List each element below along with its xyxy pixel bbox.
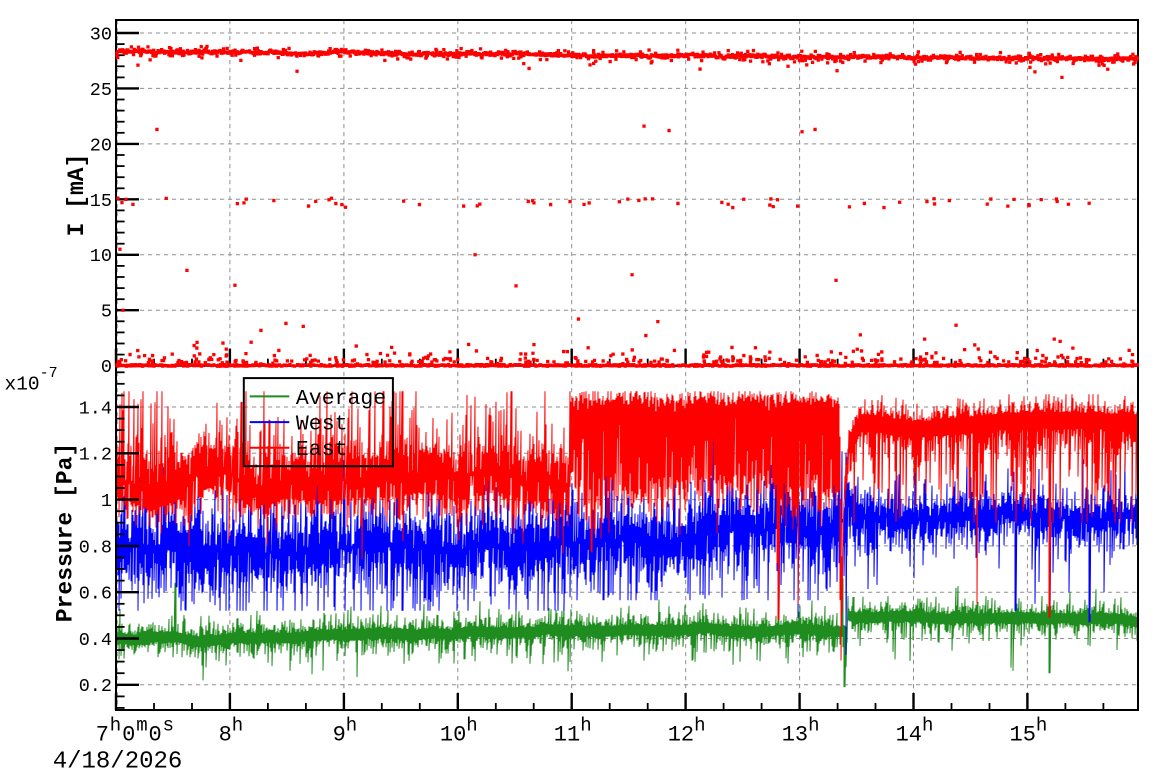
svg-text:0.4: 0.4 — [79, 630, 112, 651]
svg-text:10: 10 — [90, 246, 112, 267]
svg-text:1: 1 — [101, 491, 112, 512]
svg-text:4/18/2026: 4/18/2026 — [53, 749, 183, 776]
svg-text:30: 30 — [90, 24, 112, 45]
svg-text:20: 20 — [90, 135, 112, 156]
svg-text:0: 0 — [101, 357, 112, 378]
svg-text:0.2: 0.2 — [79, 676, 112, 697]
svg-text:15: 15 — [90, 191, 112, 212]
svg-text:25: 25 — [90, 80, 112, 101]
svg-text:1.2: 1.2 — [79, 445, 112, 466]
svg-text:I [mA]: I [mA] — [64, 154, 90, 237]
svg-text:1.4: 1.4 — [79, 398, 112, 419]
svg-text:West: West — [296, 413, 348, 437]
svg-text:East: East — [296, 438, 348, 462]
svg-text:0.6: 0.6 — [79, 584, 112, 605]
svg-text:0.8: 0.8 — [79, 537, 112, 558]
svg-text:Average: Average — [296, 387, 386, 411]
svg-text:Pressure [Pa]: Pressure [Pa] — [53, 443, 79, 622]
svg-text:5: 5 — [101, 302, 112, 323]
